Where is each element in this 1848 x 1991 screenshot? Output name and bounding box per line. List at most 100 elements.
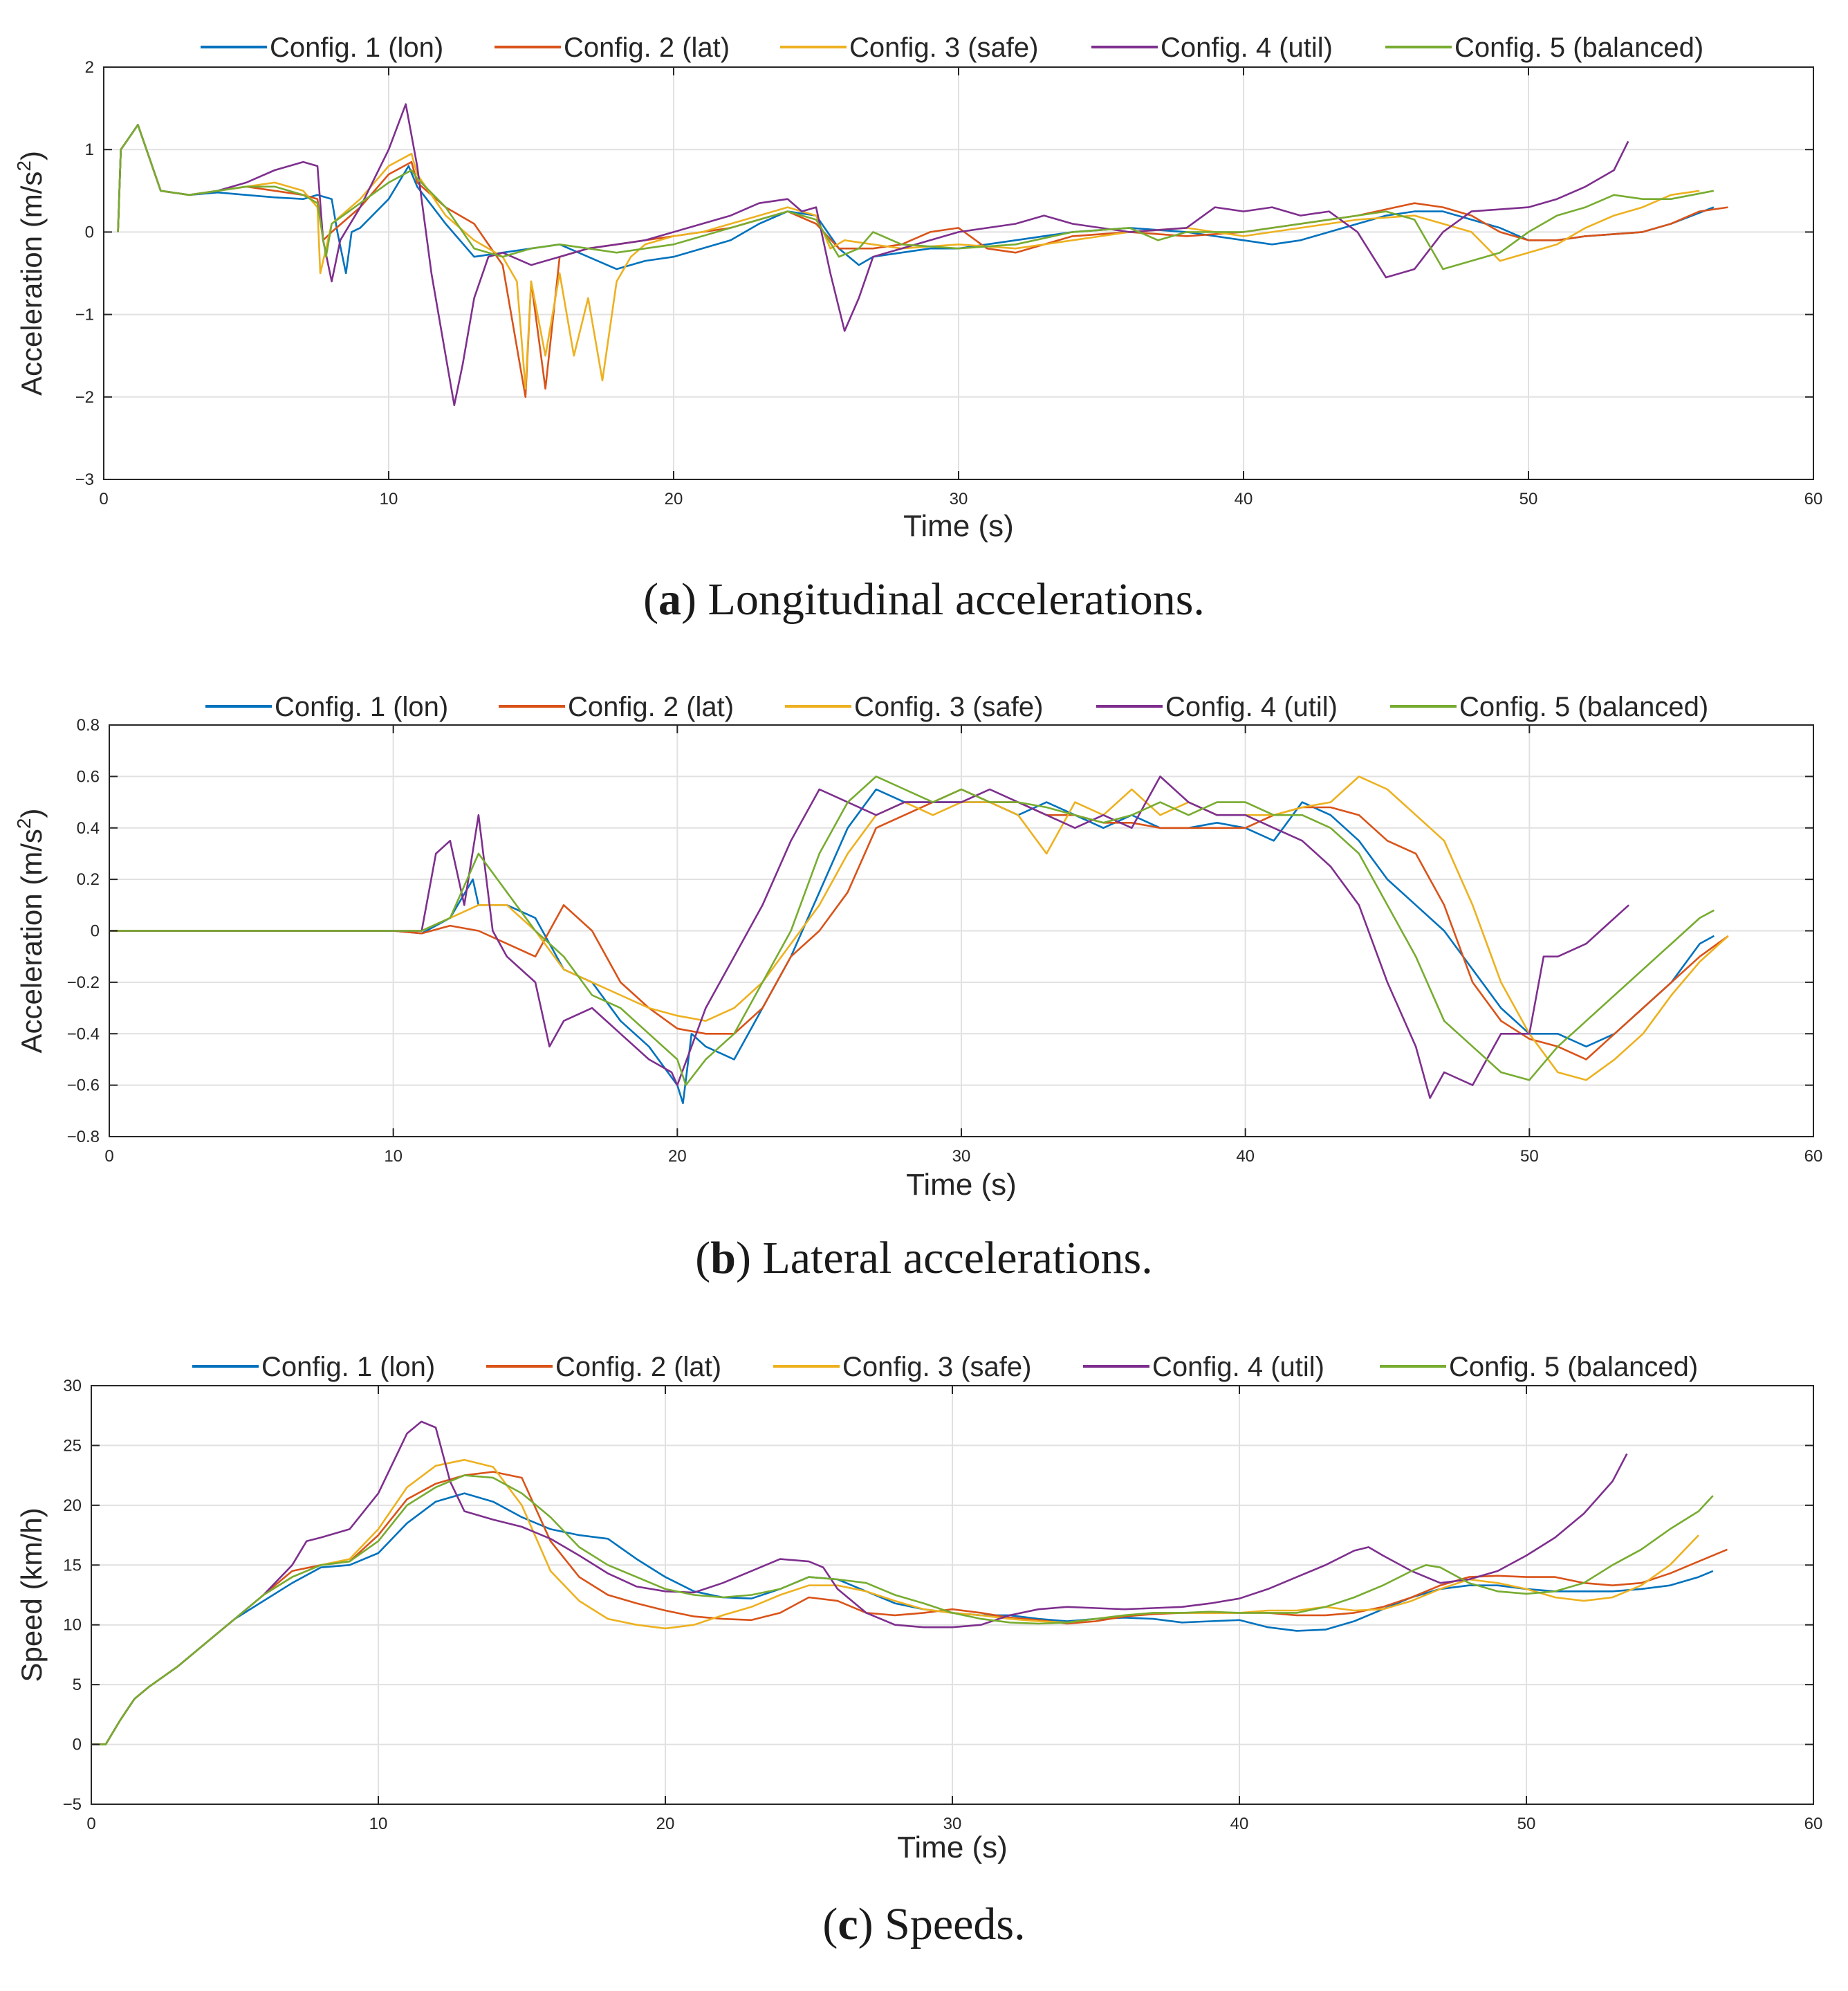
series-line-3 [109,776,1729,1081]
caption-close-paren: ) [736,1233,751,1283]
series-line-5 [109,776,1715,1086]
series-line-3 [117,124,1700,390]
y-tick-label: −5 [63,1795,82,1814]
y-axis-label-text: Speed (km/h) [15,1507,48,1682]
panel-caption: (b) Lateral accelerations. [695,1233,1152,1283]
legend: Config. 1 (lon) Config. 2 (lat) Config. 3 … [192,1352,1698,1382]
caption-close-paren: ) [681,574,696,625]
y-axis-label: Acceleration (m/s2) [13,808,48,1053]
caption-close-paren: ) [858,1899,874,1949]
y-tick-label: −1 [75,306,94,324]
y-tick-label: −0.2 [67,973,100,992]
x-tick-label: 60 [1804,490,1823,508]
legend-label-5: Config. 5 (balanced) [1459,692,1708,722]
legend-label-1: Config. 1 (lon) [275,692,448,722]
y-axis-label: Speed (km/h) [15,1507,48,1682]
y-axis-label: Acceleration (m/s2) [13,151,48,396]
y-axis-label-end: ) [15,151,48,160]
caption-letter: a [658,574,681,625]
x-tick-label: 60 [1804,1147,1823,1166]
legend-label-3: Config. 3 (safe) [849,33,1038,63]
x-tick-label: 10 [369,1815,388,1833]
legend-label-1: Config. 1 (lon) [270,33,443,63]
ticks: 0 10 20 30 40 50 60 −0.8 −0.6 −0.4 −0.2 0 0.2 0.4 0.6 0… [67,716,1823,1166]
series-lines [109,776,1729,1104]
y-axis-label-superscript: 2 [13,160,35,172]
series-line-4 [91,1420,1628,1745]
series-line-5 [117,124,1715,270]
y-tick-label: 0.8 [77,716,100,735]
x-tick-label: 0 [104,1147,113,1166]
x-axis-label: Time (s) [903,509,1014,543]
x-tick-label: 20 [668,1147,687,1166]
y-tick-label: −3 [75,470,94,489]
legend: Config. 1 (lon) Config. 2 (lat) Config. 3 … [205,692,1708,722]
legend: Config. 1 (lon) Config. 2 (lat) Config. 3 … [201,33,1703,63]
chart-panel-b: 0 10 20 30 40 50 60 −0.8 −0.6 −0.4 −0.2 0 0.2 0.4 0.6 0… [13,692,1822,1283]
x-tick-label: 30 [943,1815,962,1833]
legend-label-4: Config. 4 (util) [1152,1352,1324,1382]
y-tick-label: 25 [63,1436,82,1455]
legend-label-1: Config. 1 (lon) [261,1352,435,1382]
grid [91,1386,1813,1804]
ticks: 0 10 20 30 40 50 60 −3 −2 −1 0 1 2 [75,58,1823,508]
x-tick-label: 20 [656,1815,675,1833]
y-tick-label: 0.4 [77,819,100,838]
y-tick-label: −0.4 [67,1025,100,1043]
legend-label-2: Config. 2 (lat) [564,33,730,63]
x-tick-label: 0 [99,490,108,508]
series-line-1 [91,1492,1714,1745]
x-tick-label: 50 [1519,490,1538,508]
y-tick-label: 0 [91,922,100,941]
y-tick-label: −2 [75,388,94,407]
series-line-4 [117,103,1629,406]
x-tick-label: 30 [952,1147,971,1166]
series-line-5 [91,1474,1714,1745]
caption-letter: b [710,1233,736,1283]
x-tick-label: 60 [1804,1815,1823,1833]
y-axis-label-end: ) [15,808,48,818]
y-axis-label-text: Acceleration (m/s [15,172,48,396]
y-tick-label: 1 [85,140,94,159]
y-tick-label: 5 [73,1676,82,1694]
grid [104,67,1813,479]
y-tick-label: 20 [63,1496,82,1515]
caption-text: Speeds. [874,1899,1026,1949]
legend-label-5: Config. 5 (balanced) [1454,33,1703,63]
y-tick-label: 0 [85,223,94,241]
y-axis-label-superscript: 2 [13,818,35,829]
caption-open-paren: ( [822,1899,838,1949]
x-tick-label: 20 [665,490,683,508]
chart-panel-a: 0 10 20 30 40 50 60 −3 −2 −1 0 1 2 Time (s) Accelerati… [13,33,1822,625]
y-axis-label-text: Acceleration (m/s [15,829,48,1053]
y-tick-label: 0 [73,1736,82,1754]
caption-open-paren: ( [643,574,658,625]
x-axis-label: Time (s) [897,1831,1008,1864]
y-tick-label: 0.2 [77,870,100,889]
y-tick-label: 2 [85,58,94,77]
panel-caption: (a) Longitudinal accelerations. [643,574,1205,625]
legend-label-4: Config. 4 (util) [1165,692,1338,722]
caption-open-paren: ( [695,1233,710,1283]
y-tick-label: −0.6 [67,1076,100,1095]
y-tick-label: 10 [63,1616,82,1635]
legend-label-3: Config. 3 (safe) [854,692,1043,722]
x-tick-label: 50 [1520,1147,1539,1166]
caption-letter: c [838,1899,858,1949]
x-tick-label: 50 [1517,1815,1536,1833]
y-tick-label: −0.8 [67,1128,100,1146]
legend-label-2: Config. 2 (lat) [555,1352,721,1382]
x-tick-label: 0 [86,1815,95,1833]
panel-caption: (c) Speeds. [822,1899,1025,1949]
grid [109,725,1813,1137]
x-tick-label: 30 [950,490,968,508]
x-tick-label: 40 [1236,1147,1255,1166]
x-axis-label: Time (s) [906,1168,1017,1202]
x-tick-label: 40 [1235,490,1253,508]
series-line-1 [117,124,1715,275]
x-tick-label: 10 [380,490,398,508]
